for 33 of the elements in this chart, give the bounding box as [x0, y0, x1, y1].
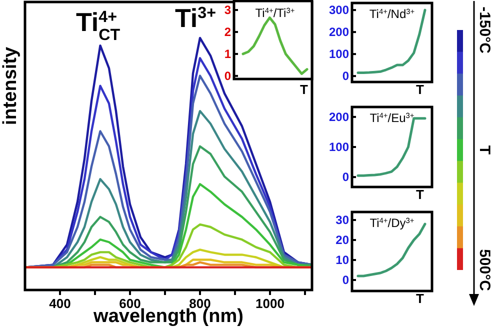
y-tick-label: 10: [336, 252, 350, 267]
y-tick-label: 100: [328, 46, 350, 61]
y-tick-label: 20: [336, 232, 350, 247]
y-tick-label: 0: [342, 68, 350, 83]
y-tick-label: 100: [328, 140, 350, 154]
y-tick-label: 300: [328, 2, 350, 17]
x-axis-title: T: [416, 82, 424, 97]
y-tick-label: 200: [328, 24, 350, 39]
y-axis-title: intensity: [0, 46, 21, 126]
color-bar-label: -150°C: [476, 6, 494, 54]
line-series: [242, 16, 308, 75]
y-tick-label: 200: [328, 110, 350, 124]
y-tick-label: 0: [342, 272, 350, 287]
y-tick-label: 0: [224, 68, 232, 83]
chart-title: Ti$^{4+}$/Ti$^{3+}$: [255, 6, 295, 20]
chart-title: Ti$^{4+}$/Dy$^{3+}$: [370, 216, 414, 230]
y-tick-label: 3: [224, 2, 232, 17]
line-series: [356, 8, 426, 74]
y-tick-label: 1: [224, 46, 232, 61]
text: Ti$^{3+}$: [175, 3, 216, 33]
color-bar-label: 500°C: [476, 249, 494, 292]
y-tick-label: 0: [342, 170, 350, 184]
x-tick-label: 400: [49, 296, 71, 312]
color-bar-title: T: [476, 145, 494, 155]
chart-title: Ti$^{4+}$/Nd$^{3+}$: [369, 6, 415, 21]
x-tick-label: 600: [119, 296, 141, 312]
x-axis-title: T: [416, 187, 424, 202]
y-tick-label: 30: [336, 212, 350, 227]
x-tick-label: 1000: [256, 296, 284, 312]
x-axis-title: T: [300, 82, 308, 97]
x-axis-title: T: [416, 291, 424, 306]
chart-title: Ti$^{4+}$/Eu$^{3+}$: [370, 110, 414, 125]
y-tick-label: 2: [224, 24, 232, 39]
